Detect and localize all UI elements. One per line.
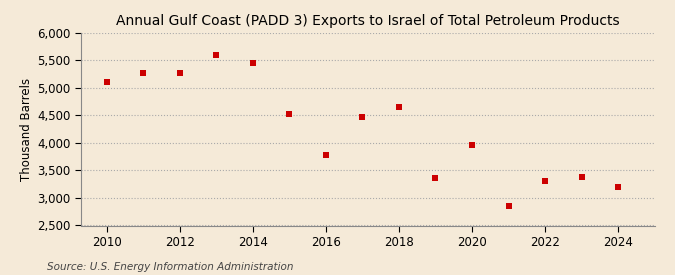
Point <box>466 143 477 147</box>
Point <box>357 114 368 119</box>
Point <box>247 60 258 65</box>
Point <box>174 71 185 75</box>
Title: Annual Gulf Coast (PADD 3) Exports to Israel of Total Petroleum Products: Annual Gulf Coast (PADD 3) Exports to Is… <box>116 14 620 28</box>
Point <box>138 71 148 75</box>
Point <box>613 185 624 189</box>
Point <box>284 112 295 116</box>
Y-axis label: Thousand Barrels: Thousand Barrels <box>20 78 33 181</box>
Point <box>321 153 331 157</box>
Text: Source: U.S. Energy Information Administration: Source: U.S. Energy Information Administ… <box>47 262 294 272</box>
Point <box>503 204 514 208</box>
Point <box>576 175 587 179</box>
Point <box>540 179 551 184</box>
Point <box>211 53 221 57</box>
Point <box>394 105 404 109</box>
Point <box>430 175 441 180</box>
Point <box>101 80 112 85</box>
